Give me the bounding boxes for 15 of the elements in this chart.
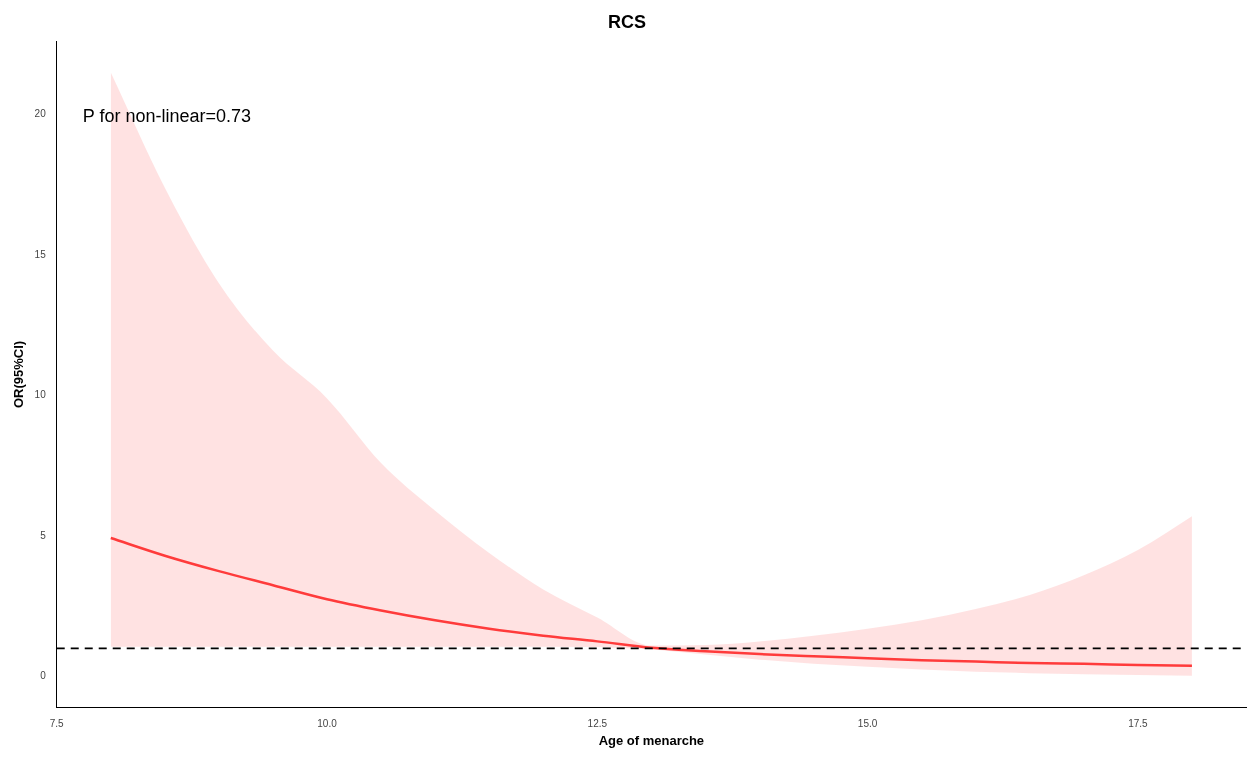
line-series: [109, 536, 1194, 668]
x-tick-label: 15.0: [857, 718, 878, 730]
y-tick-label: 5: [40, 529, 47, 541]
y-axis-title: OR(95%CI): [11, 340, 27, 409]
chart-title: RCS: [607, 11, 647, 32]
x-tick-label: 10.0: [317, 718, 338, 730]
y-tick-label: 20: [34, 108, 47, 120]
y-tick-label: 0: [40, 670, 47, 682]
x-axis-title: Age of menarche: [598, 732, 705, 748]
x-tick-label: 17.5: [1128, 718, 1149, 730]
annotation: P for non-linear=0.73: [82, 105, 252, 126]
y-tick-label: 10: [34, 389, 47, 401]
x-tick-label: 12.5: [587, 718, 608, 730]
x-tick-label: 7.5: [49, 718, 65, 730]
y-tick-label: 15: [34, 248, 47, 260]
